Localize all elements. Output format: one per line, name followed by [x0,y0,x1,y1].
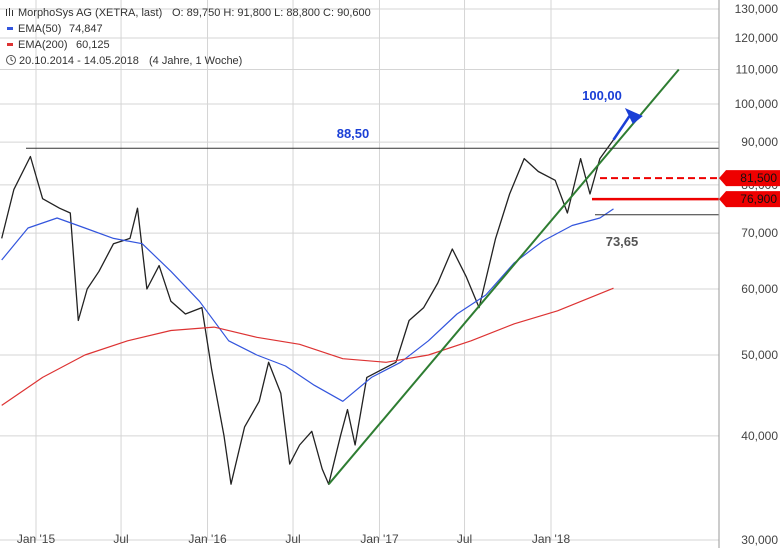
y-tick-label: 30,000 [741,533,778,547]
ema200-value: 60,125 [76,39,110,51]
x-tick-label: Jan '15 [17,532,56,546]
y-tick-label: 60,000 [741,282,778,296]
instrument-label: MorphoSys AG (XETRA, last) [18,7,162,19]
y-tick-label: 100,000 [735,97,779,111]
y-tick-label: 40,000 [741,429,778,443]
target-label: 100,00 [582,88,622,103]
resistance-label: 88,50 [337,126,370,141]
y-tick-label: 50,000 [741,348,778,362]
x-tick-label: Jan '18 [532,532,571,546]
level-tag-dashed-label: 81,500 [740,171,777,185]
level-tag-solid-box [719,191,780,208]
price-series-line [1,139,615,485]
y-tick-label: 70,000 [741,226,778,240]
y-tick-label: 120,000 [735,31,779,45]
y-tick-label: 130,000 [735,2,779,16]
ohlc-values: O: 89,750 H: 91,800 L: 88,800 C: 90,600 [172,7,371,19]
support-label: 73,65 [606,234,639,249]
level-tag-solid-label: 76,900 [740,192,777,206]
uptrend-line [327,68,680,485]
ema50-series-line [1,208,614,402]
ema50-value: 74,847 [69,23,103,35]
date-range-span: (4 Jahre, 1 Woche) [149,55,242,67]
ema50-label: EMA(50) [18,23,61,35]
level-tag-dashed-box [719,170,780,187]
clock-icon [6,55,16,65]
ema200-label: EMA(200) [18,39,68,51]
ema200-series-line [1,287,614,406]
y-tick-label: 90,000 [741,135,778,149]
target-arrow-head [624,108,643,125]
x-tick-label: Jan '16 [188,532,227,546]
x-tick-label: Jul [285,532,300,546]
x-tick-label: Jul [113,532,128,546]
price-legend-icon [6,8,13,16]
target-arrow-shaft [612,113,632,141]
x-tick-label: Jul [457,532,472,546]
chart-legend: MorphoSys AG (XETRA, last) O: 89,750 H: … [6,7,371,67]
ema50-legend-swatch [7,27,13,30]
x-tick-label: Jan '17 [360,532,399,546]
ema200-legend-swatch [7,43,13,46]
date-range: 20.10.2014 - 14.05.2018 [19,55,139,67]
y-tick-label: 110,000 [736,62,779,76]
